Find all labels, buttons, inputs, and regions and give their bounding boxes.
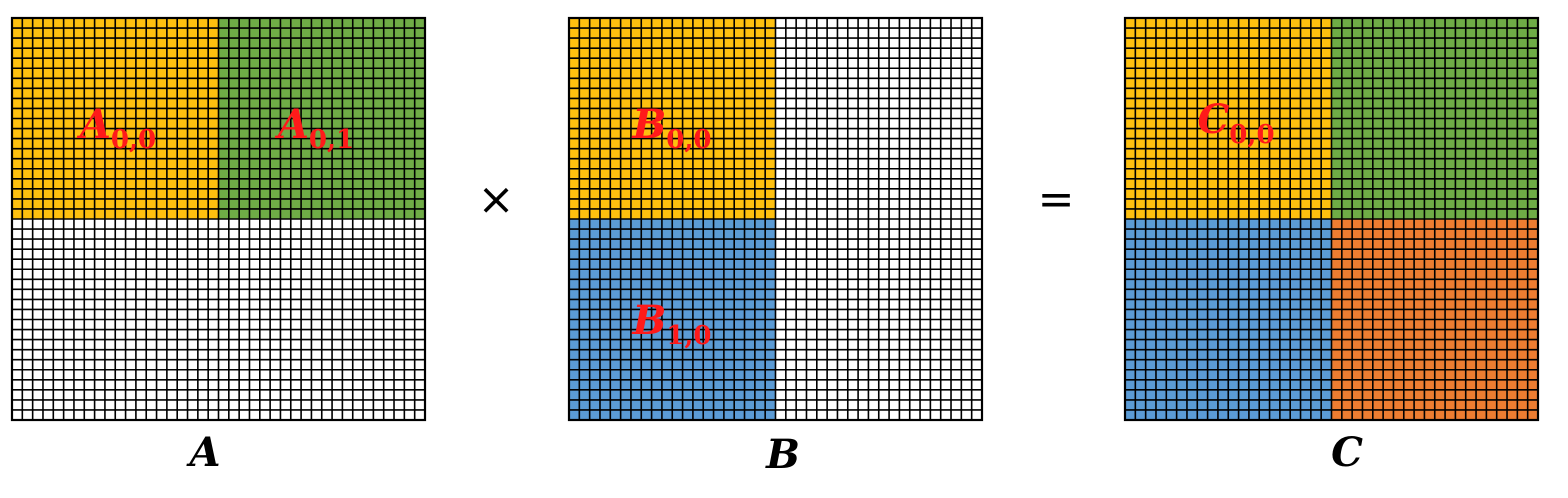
matrix-c: C0,0C: [1123, 16, 1540, 476]
block-label-base: A: [274, 101, 309, 148]
block-label-sub: 0,0: [1229, 120, 1274, 150]
matrix-a: A0,0 A0,1A: [10, 16, 427, 476]
grid-lines: [568, 17, 983, 421]
block-label-sub: 0,0: [111, 125, 156, 155]
matrix-name-a: A: [185, 429, 220, 476]
block-label-base: B: [631, 101, 666, 148]
block-label-b-1-0: B1,0: [631, 297, 711, 351]
grid-lines: [11, 17, 426, 421]
matrix-name-c: C: [1331, 429, 1363, 476]
matrix-border: [567, 16, 984, 422]
block-label-base: B: [631, 297, 666, 344]
grid-lines: [1124, 17, 1539, 421]
multiply-operator: ×: [478, 174, 515, 225]
block-label-b-0-0: B0,0: [631, 101, 711, 155]
block-label-a-0-0: A0,0: [76, 101, 156, 155]
block-label-sub: 0,1: [309, 125, 354, 155]
matrix-border: [10, 16, 427, 422]
block-label-sub: 0,0: [666, 125, 711, 155]
block-label-c-0-0: C0,0: [1197, 96, 1274, 150]
block-label-sub: 1,0: [666, 321, 711, 351]
block-label-a-0-1: A0,1: [274, 101, 354, 155]
equals-operator: =: [1038, 174, 1075, 225]
block-label-base: A: [76, 101, 111, 148]
matrix-border: [1123, 16, 1540, 422]
matrix-name-b: B: [765, 431, 800, 478]
block-label-base: C: [1197, 96, 1229, 143]
matrix-b: B0,0B1,0B: [567, 16, 984, 478]
